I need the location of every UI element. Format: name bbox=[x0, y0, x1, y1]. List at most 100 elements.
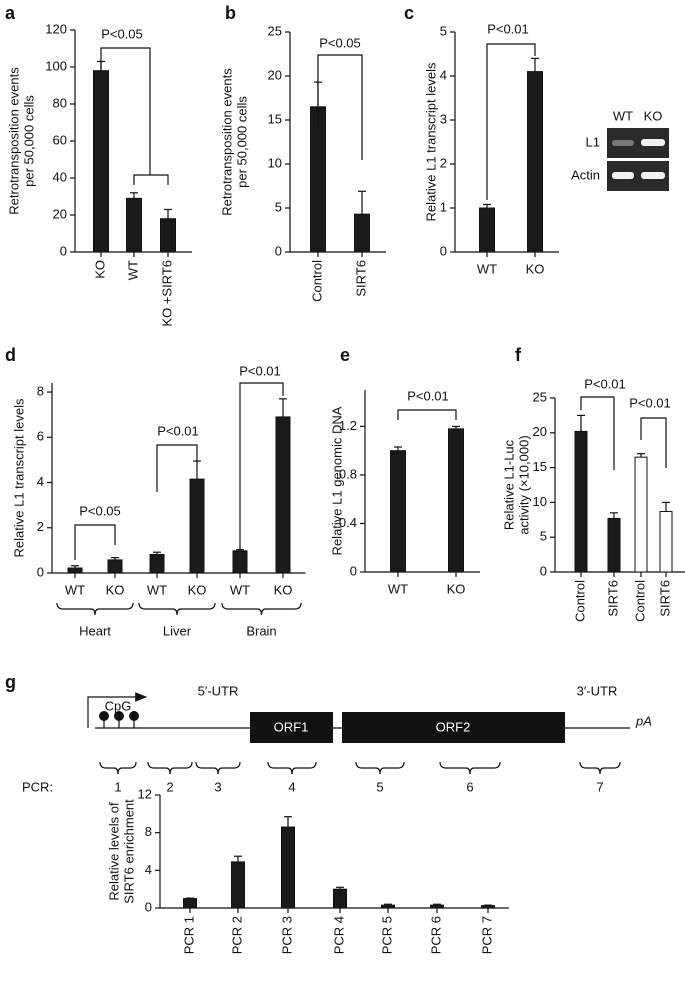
y-tick-label: 20 bbox=[533, 424, 547, 439]
p-value: P<0.05 bbox=[319, 35, 361, 50]
chart-panel: c 0 1 2 3 4 5 Relative L1 transcript levels WT KO… bbox=[404, 3, 559, 276]
cpg-site bbox=[129, 711, 139, 721]
y-tick-label: 25 bbox=[268, 23, 282, 38]
p-value: P<0.01 bbox=[629, 395, 671, 410]
gel-column-label: KO bbox=[644, 108, 663, 123]
bar bbox=[659, 510, 673, 573]
bar bbox=[281, 826, 295, 909]
significance-bracket bbox=[397, 409, 457, 420]
x-tick-label: WT bbox=[147, 582, 167, 597]
y-tick-label: 1.2 bbox=[339, 418, 357, 433]
x-tick-label: KO bbox=[92, 260, 107, 279]
gel-band bbox=[641, 139, 665, 146]
x-tick-label: SIRT6 bbox=[657, 580, 672, 617]
y-tick-label: 12 bbox=[138, 786, 152, 801]
y-axis-label: SIRT6 enrichment bbox=[121, 799, 136, 904]
y-tick-label: 0 bbox=[440, 243, 447, 258]
bar bbox=[448, 428, 464, 573]
p-value: P<0.01 bbox=[239, 363, 281, 378]
x-tick-label: PCR 3 bbox=[279, 916, 294, 954]
amplicon-brace bbox=[355, 761, 405, 775]
pcr-number: 3 bbox=[214, 779, 221, 794]
x-tick-label: PCR 1 bbox=[181, 916, 196, 954]
bar bbox=[527, 71, 543, 253]
x-tick-label: WT bbox=[388, 581, 408, 596]
pcr-number: 1 bbox=[114, 779, 121, 794]
y-tick-label: 80 bbox=[53, 95, 67, 110]
bar bbox=[275, 416, 291, 574]
y-tick-label: 2 bbox=[37, 519, 44, 534]
chart-panel: a 0 20 40 60 80 100 120 Retrotransposition event… bbox=[5, 3, 192, 327]
y-tick-label: 1 bbox=[440, 199, 447, 214]
y-tick-label: 40 bbox=[53, 169, 67, 184]
y-tick-label: 15 bbox=[533, 459, 547, 474]
amplicon-brace bbox=[267, 761, 317, 775]
amplicon-brace bbox=[439, 761, 501, 775]
bar bbox=[160, 218, 176, 253]
x-tick-label: KO bbox=[526, 261, 545, 276]
gel: WT KO L1 Actin bbox=[571, 108, 669, 191]
gel-row-label: L1 bbox=[586, 134, 600, 149]
y-tick-label: 0.8 bbox=[339, 466, 357, 481]
gene-diagram: CpG 5′-UTR ORF1 ORF2 3′-UTR pA PCR: bbox=[22, 683, 652, 794]
y-axis-label: per 50,000 cells bbox=[234, 96, 249, 188]
y-axis-label: per 50,000 cells bbox=[21, 95, 36, 187]
x-tick-label: KO +SIRT6 bbox=[159, 260, 174, 327]
bar bbox=[189, 478, 205, 574]
pcr-number: 4 bbox=[288, 779, 295, 794]
y-tick-label: 15 bbox=[268, 111, 282, 126]
pcr-number: 7 bbox=[596, 779, 603, 794]
x-tick-label: PCR 2 bbox=[229, 916, 244, 954]
bar bbox=[67, 567, 83, 574]
y-tick-label: 8 bbox=[37, 383, 44, 398]
x-tick-label: WT bbox=[65, 582, 85, 597]
diagram-label: 3′-UTR bbox=[577, 683, 618, 698]
p-value: P<0.01 bbox=[487, 21, 529, 36]
y-tick-label: 0 bbox=[540, 563, 547, 578]
y-tick-label: 0 bbox=[350, 563, 357, 578]
y-tick-label: 0 bbox=[275, 243, 282, 258]
p-value: P<0.01 bbox=[157, 423, 199, 438]
pcr-number: 5 bbox=[376, 779, 383, 794]
x-tick-label: KO bbox=[106, 582, 125, 597]
bar bbox=[574, 430, 588, 573]
y-axis-label: activity (×10,000) bbox=[516, 435, 531, 534]
promoter-arrow bbox=[87, 692, 148, 728]
panel-letter: e bbox=[340, 345, 350, 365]
bar bbox=[107, 559, 123, 574]
chart-panel: f 0 5 10 15 20 25 Relative L1-Luc activity (×10,… bbox=[501, 345, 685, 622]
y-tick-label: 60 bbox=[53, 132, 67, 147]
diagram-label: ORF1 bbox=[274, 719, 309, 734]
x-tick-label: Control bbox=[572, 580, 587, 622]
cpg-site bbox=[99, 711, 109, 721]
x-tick-label: Control bbox=[309, 260, 324, 302]
chart-panel: d 0 2 4 6 8 Relative L1 transcript levels WT KO W… bbox=[5, 345, 306, 638]
bar bbox=[607, 517, 621, 573]
y-tick-label: 0.4 bbox=[339, 515, 357, 530]
bar bbox=[381, 904, 395, 909]
panel-letter: f bbox=[515, 345, 522, 365]
y-tick-label: 5 bbox=[275, 199, 282, 214]
chart-panel: b 0 5 10 15 20 25 Retrotransposition events per … bbox=[219, 3, 386, 302]
diagram-label: ORF2 bbox=[436, 719, 471, 734]
x-tick-label: KO bbox=[188, 582, 207, 597]
x-tick-label: Control bbox=[632, 580, 647, 622]
panel-letter: a bbox=[5, 3, 16, 23]
bar bbox=[93, 70, 109, 253]
bar bbox=[149, 553, 165, 574]
bar bbox=[354, 213, 370, 253]
x-tick-label: WT bbox=[477, 261, 497, 276]
y-tick-label: 10 bbox=[268, 155, 282, 170]
bar bbox=[481, 905, 495, 909]
x-tick-label: SIRT6 bbox=[353, 260, 368, 297]
y-tick-label: 10 bbox=[533, 494, 547, 509]
bar bbox=[390, 450, 406, 573]
orf-box bbox=[342, 712, 565, 743]
y-axis-label: Relative L1 genomic DNA bbox=[329, 406, 344, 555]
orf-box bbox=[250, 712, 333, 743]
diagram-label: CpG bbox=[105, 698, 132, 713]
y-axis-label: Retrotransposition events bbox=[6, 67, 21, 215]
y-tick-label: 120 bbox=[45, 21, 67, 36]
gel-band bbox=[641, 172, 665, 179]
y-tick-label: 2 bbox=[440, 155, 447, 170]
